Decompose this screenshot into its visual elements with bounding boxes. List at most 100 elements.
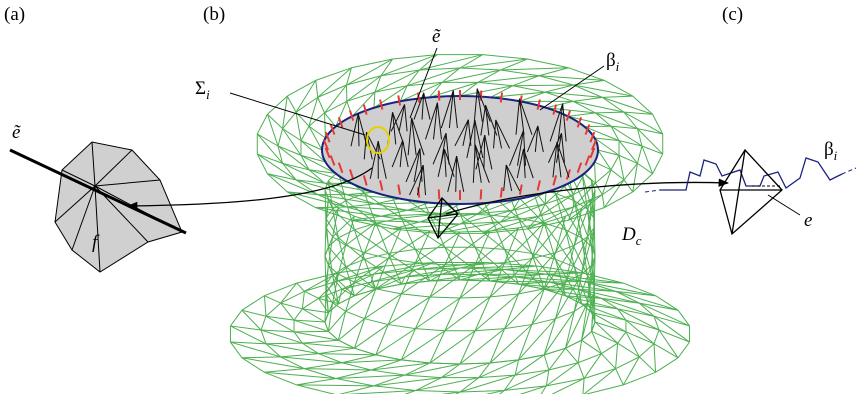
mesh-edge: [578, 363, 584, 379]
mesh-edge: [460, 297, 490, 298]
mesh-edge: [460, 68, 500, 70]
mesh-edge: [281, 354, 319, 357]
mesh-edge: [678, 342, 690, 358]
mesh-edge: [416, 390, 460, 392]
mesh-edge: [401, 294, 430, 297]
mesh-edge: [654, 330, 659, 344]
mesh-edge: [376, 289, 402, 294]
label-main: β: [824, 139, 834, 160]
mesh-edge: [319, 354, 376, 355]
mesh-edge: [626, 332, 654, 344]
mesh-edge: [309, 126, 322, 150]
mesh-edge: [653, 154, 663, 174]
mesh-edge: [325, 183, 353, 184]
mesh-edge: [316, 80, 318, 97]
mesh-edge: [637, 146, 642, 163]
mesh-edge: [623, 372, 655, 385]
mesh-edge: [230, 310, 242, 326]
mesh-edge: [346, 311, 365, 318]
mesh-edge: [304, 369, 371, 370]
mesh-edge: [601, 354, 615, 369]
mesh-edge: [328, 304, 338, 313]
mesh-edge: [328, 238, 338, 247]
mesh-edge: [602, 96, 632, 97]
boundary-label: βi: [824, 139, 838, 163]
mesh-edge: [611, 155, 619, 169]
mesh-edge: [532, 289, 544, 325]
mesh-edge: [532, 282, 566, 324]
mesh-edge: [478, 82, 513, 85]
mesh-edge: [296, 80, 316, 112]
mesh-edge: [544, 348, 565, 355]
mesh-edge: [261, 316, 266, 330]
mesh-edge: [304, 291, 318, 298]
mesh-edge: [460, 280, 490, 281]
mesh-edge: [654, 344, 678, 358]
mesh-edge: [519, 325, 532, 360]
mesh-edge: [342, 363, 371, 370]
boundary-label: βi: [606, 50, 620, 74]
label-main: Σ: [195, 78, 206, 99]
leader: [768, 195, 800, 215]
mesh-edge: [654, 344, 656, 373]
mesh-edge: [336, 378, 374, 385]
mesh-edge: [347, 192, 374, 194]
mesh-edge: [278, 129, 283, 146]
mesh-edge: [230, 342, 280, 357]
mesh-edge: [544, 311, 574, 354]
mesh-edge: [519, 319, 556, 360]
mesh-edge: [294, 332, 338, 340]
mesh-edge: [267, 174, 287, 192]
mesh-edge: [338, 296, 354, 304]
boundary-tick: [439, 189, 440, 199]
mesh-edge: [639, 357, 655, 372]
mesh-edge: [595, 112, 624, 113]
mesh-edge: [500, 68, 568, 70]
mesh-edge: [257, 114, 267, 134]
face-patch: [55, 142, 182, 272]
mesh-edge: [374, 378, 442, 386]
mesh-edge: [583, 378, 584, 394]
surface-label: Σi: [195, 78, 210, 102]
boundary-dash: [842, 168, 856, 174]
panel-label: (b): [203, 4, 225, 25]
mesh-edge: [624, 180, 633, 192]
mesh-edge: [401, 360, 430, 363]
mesh-edge: [316, 207, 347, 208]
mesh-edge: [304, 363, 341, 369]
mesh-edge: [545, 192, 546, 204]
boundary-tick: [439, 91, 440, 101]
label-sub: i: [616, 59, 620, 74]
mesh-edge: [513, 86, 545, 92]
mesh-edge: [544, 355, 549, 370]
mesh-edge: [302, 298, 318, 308]
mesh-edge: [281, 291, 305, 303]
boundary-tick: [501, 92, 502, 102]
panel-label: (c): [722, 4, 743, 25]
mesh-edge: [287, 80, 315, 96]
mesh-edge: [296, 97, 318, 112]
label-sub: i: [206, 87, 210, 102]
mesh-edge: [325, 228, 326, 256]
mesh-edge: [460, 329, 505, 364]
mesh-edge: [430, 363, 460, 364]
mesh-edge: [544, 319, 555, 355]
mesh-edge: [513, 204, 545, 210]
mesh-edge: [242, 358, 304, 369]
mesh-edge: [264, 296, 266, 317]
mesh-edge: [500, 70, 538, 76]
mesh-edge: [633, 96, 653, 114]
mesh-edge: [618, 332, 626, 343]
mesh-edge: [415, 329, 444, 331]
mesh-edge: [297, 385, 337, 394]
mesh-edge: [365, 253, 389, 259]
mesh-edge: [301, 141, 322, 150]
tetrahedron: [720, 150, 782, 234]
mesh-edge: [601, 343, 617, 353]
mesh-edge: [460, 86, 513, 96]
mesh-edge: [297, 378, 336, 384]
mesh-edge: [616, 343, 618, 368]
boundary-tick: [501, 188, 502, 198]
mesh-edge: [505, 228, 519, 263]
mesh-edge: [371, 370, 405, 375]
